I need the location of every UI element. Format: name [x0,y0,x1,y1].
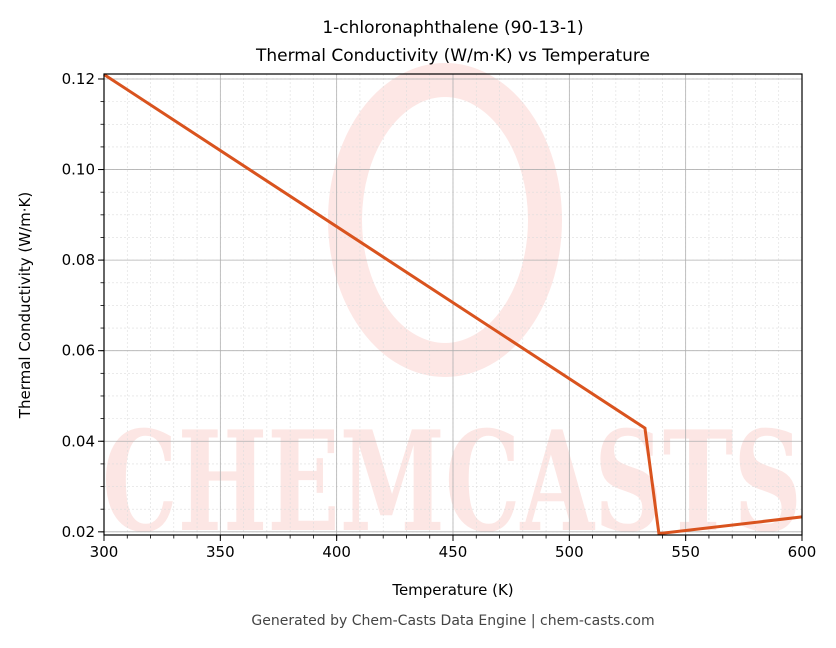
x-axis-label: Temperature (K) [391,581,513,599]
x-tick-label: 400 [322,543,351,561]
x-tick-label: 550 [671,543,700,561]
x-tick-label: 600 [788,543,817,561]
x-tick-label: 300 [90,543,119,561]
x-tick-label: 500 [555,543,584,561]
series-line [103,73,803,536]
y-tick-label: 0.06 [62,342,95,360]
x-tick-label: 350 [206,543,235,561]
y-tick-label: 0.04 [62,432,95,450]
chart-title: 1-chloronaphthalene (90-13-1) [322,18,583,38]
y-tick-label: 0.08 [62,251,95,269]
footer-credit: Generated by Chem-Casts Data Engine | ch… [251,613,654,629]
watermark-text: CHEMCASTS [102,400,802,563]
watermark-logo: CHEMCASTS [102,63,802,563]
x-tick-label: 450 [439,543,468,561]
y-tick-label: 0.12 [62,70,95,88]
y-tick-label: 0.10 [62,161,95,179]
y-tick-label: 0.02 [62,523,95,541]
chart-subtitle: Thermal Conductivity (W/m·K) vs Temperat… [255,46,650,66]
y-axis-label: Thermal Conductivity (W/m·K) [16,192,34,419]
